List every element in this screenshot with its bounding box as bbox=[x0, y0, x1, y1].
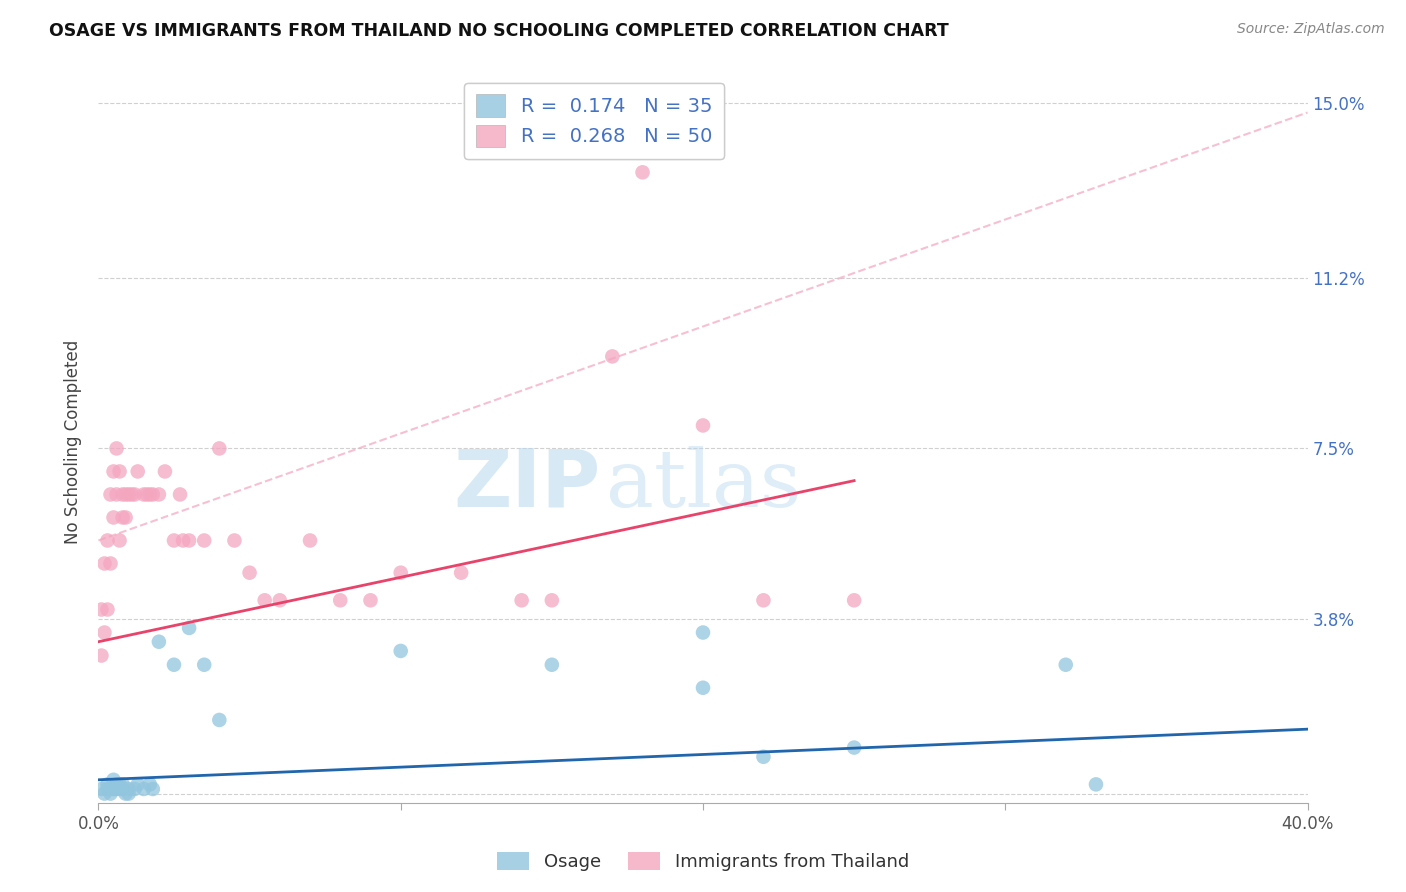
Point bbox=[100, 782, 122, 797]
Legend: R =  0.174   N = 35, R =  0.268   N = 50: R = 0.174 N = 35, R = 0.268 N = 50 bbox=[464, 83, 724, 159]
Point bbox=[163, 657, 186, 672]
Point bbox=[93, 557, 115, 571]
Point bbox=[172, 533, 194, 548]
Point bbox=[111, 487, 134, 501]
Point bbox=[96, 602, 118, 616]
Point bbox=[752, 593, 775, 607]
Point bbox=[118, 782, 141, 797]
Point bbox=[389, 644, 412, 658]
Point bbox=[163, 533, 186, 548]
Point bbox=[752, 749, 775, 764]
Point bbox=[124, 487, 146, 501]
Point bbox=[108, 782, 131, 797]
Point bbox=[111, 777, 134, 791]
Point bbox=[193, 657, 215, 672]
Point bbox=[111, 782, 134, 797]
Point bbox=[692, 418, 714, 433]
Point bbox=[692, 681, 714, 695]
Point bbox=[103, 510, 125, 524]
Point bbox=[239, 566, 262, 580]
Point bbox=[148, 487, 170, 501]
Point bbox=[208, 442, 231, 456]
Point bbox=[127, 777, 149, 791]
Point bbox=[844, 740, 866, 755]
Point bbox=[108, 533, 131, 548]
Point bbox=[121, 487, 143, 501]
Point bbox=[179, 621, 201, 635]
Point bbox=[844, 593, 866, 607]
Point bbox=[100, 487, 122, 501]
Point bbox=[118, 487, 141, 501]
Point bbox=[90, 602, 112, 616]
Point bbox=[100, 557, 122, 571]
Point bbox=[389, 566, 412, 580]
Point bbox=[124, 782, 146, 797]
Point bbox=[153, 465, 176, 479]
Point bbox=[631, 165, 654, 179]
Point bbox=[105, 782, 128, 797]
Point bbox=[139, 487, 162, 501]
Point bbox=[114, 510, 136, 524]
Point bbox=[90, 782, 112, 797]
Point bbox=[96, 777, 118, 791]
Point bbox=[450, 566, 472, 580]
Point bbox=[103, 465, 125, 479]
Point bbox=[329, 593, 352, 607]
Point bbox=[540, 593, 562, 607]
Point bbox=[360, 593, 382, 607]
Point bbox=[602, 350, 624, 364]
Point bbox=[114, 487, 136, 501]
Point bbox=[96, 782, 118, 797]
Point bbox=[108, 465, 131, 479]
Text: ZIP: ZIP bbox=[453, 446, 600, 524]
Point bbox=[208, 713, 231, 727]
Point bbox=[139, 777, 162, 791]
Point bbox=[103, 772, 125, 787]
Point bbox=[111, 510, 134, 524]
Point bbox=[224, 533, 246, 548]
Point bbox=[118, 787, 141, 801]
Point bbox=[510, 593, 533, 607]
Point bbox=[135, 487, 157, 501]
Point bbox=[108, 777, 131, 791]
Point bbox=[253, 593, 276, 607]
Point bbox=[132, 487, 155, 501]
Point bbox=[169, 487, 191, 501]
Point bbox=[1085, 777, 1108, 791]
Text: OSAGE VS IMMIGRANTS FROM THAILAND NO SCHOOLING COMPLETED CORRELATION CHART: OSAGE VS IMMIGRANTS FROM THAILAND NO SCH… bbox=[49, 22, 949, 40]
Point bbox=[114, 787, 136, 801]
Point bbox=[142, 487, 165, 501]
Point bbox=[148, 634, 170, 648]
Point bbox=[127, 465, 149, 479]
Point bbox=[103, 782, 125, 797]
Point bbox=[299, 533, 322, 548]
Point bbox=[105, 442, 128, 456]
Point bbox=[96, 533, 118, 548]
Point bbox=[540, 657, 562, 672]
Point bbox=[193, 533, 215, 548]
Point bbox=[132, 782, 155, 797]
Point bbox=[269, 593, 291, 607]
Point bbox=[105, 487, 128, 501]
Point bbox=[93, 625, 115, 640]
Legend: Osage, Immigrants from Thailand: Osage, Immigrants from Thailand bbox=[489, 845, 917, 879]
Point bbox=[692, 625, 714, 640]
Point bbox=[1054, 657, 1077, 672]
Point bbox=[90, 648, 112, 663]
Y-axis label: No Schooling Completed: No Schooling Completed bbox=[65, 340, 83, 543]
Point bbox=[179, 533, 201, 548]
Point bbox=[100, 787, 122, 801]
Point bbox=[93, 787, 115, 801]
Text: Source: ZipAtlas.com: Source: ZipAtlas.com bbox=[1237, 22, 1385, 37]
Text: atlas: atlas bbox=[606, 446, 801, 524]
Point bbox=[105, 777, 128, 791]
Point bbox=[142, 782, 165, 797]
